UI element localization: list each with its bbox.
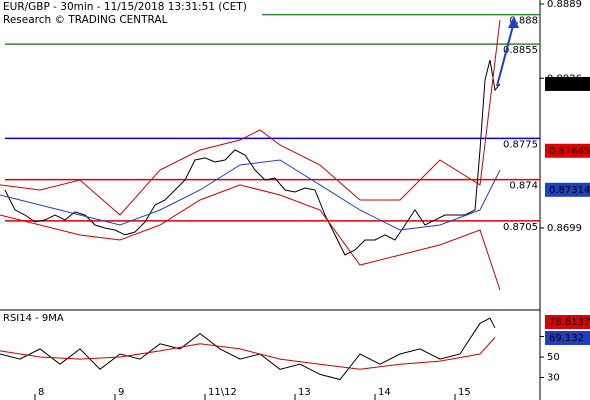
header-bg xyxy=(0,0,262,26)
price-tag-label: 0.88212 xyxy=(549,79,590,90)
level-label: 0.8855 xyxy=(503,45,538,56)
y-tick-label: 30 xyxy=(547,373,560,384)
chart-subtitle: Research © TRADING CENTRAL xyxy=(3,14,168,26)
series-line xyxy=(4,59,501,256)
level-label: 0.874 xyxy=(509,181,538,192)
level-label: 0.888 xyxy=(509,16,538,27)
price-tag xyxy=(545,315,590,329)
x-tick-label: 14 xyxy=(378,387,391,398)
y-tick-label: 0.8889 xyxy=(547,0,582,10)
series-line xyxy=(0,159,501,231)
price-tag-label: 78.6137 xyxy=(549,317,590,328)
x-tick-label: 13 xyxy=(298,387,311,398)
price-tag-label: 0.87645 xyxy=(549,146,590,157)
series-line xyxy=(0,19,501,216)
level-label: 0.8705 xyxy=(503,222,538,233)
price-tag-label: 69.132 xyxy=(549,333,584,344)
price-tag xyxy=(545,76,590,91)
x-tick-label: 8 xyxy=(38,387,44,398)
series-line xyxy=(0,337,496,370)
price-tag xyxy=(545,143,590,158)
rsi-title: RSI14 - 9MA xyxy=(3,313,64,324)
x-tick-label: 15 xyxy=(458,387,471,398)
rsi-title-bg xyxy=(0,311,66,324)
chart-title: EUR/GBP - 30min - 11/15/2018 13:31:51 (C… xyxy=(3,1,247,13)
trend-arrow xyxy=(496,21,515,87)
price-tag xyxy=(545,331,590,345)
price-tag xyxy=(545,182,590,197)
x-tick-label: 11\12 xyxy=(208,387,237,398)
arrow-head xyxy=(508,16,519,28)
y-tick-label: 0.8699 xyxy=(547,223,582,234)
y-tick-label: 50 xyxy=(547,352,560,363)
series-line xyxy=(0,317,496,381)
x-tick-label: 9 xyxy=(118,387,124,398)
price-tag-label: 0.87314 xyxy=(549,185,590,196)
level-label: 0.8775 xyxy=(503,139,538,150)
series-line xyxy=(0,184,501,291)
